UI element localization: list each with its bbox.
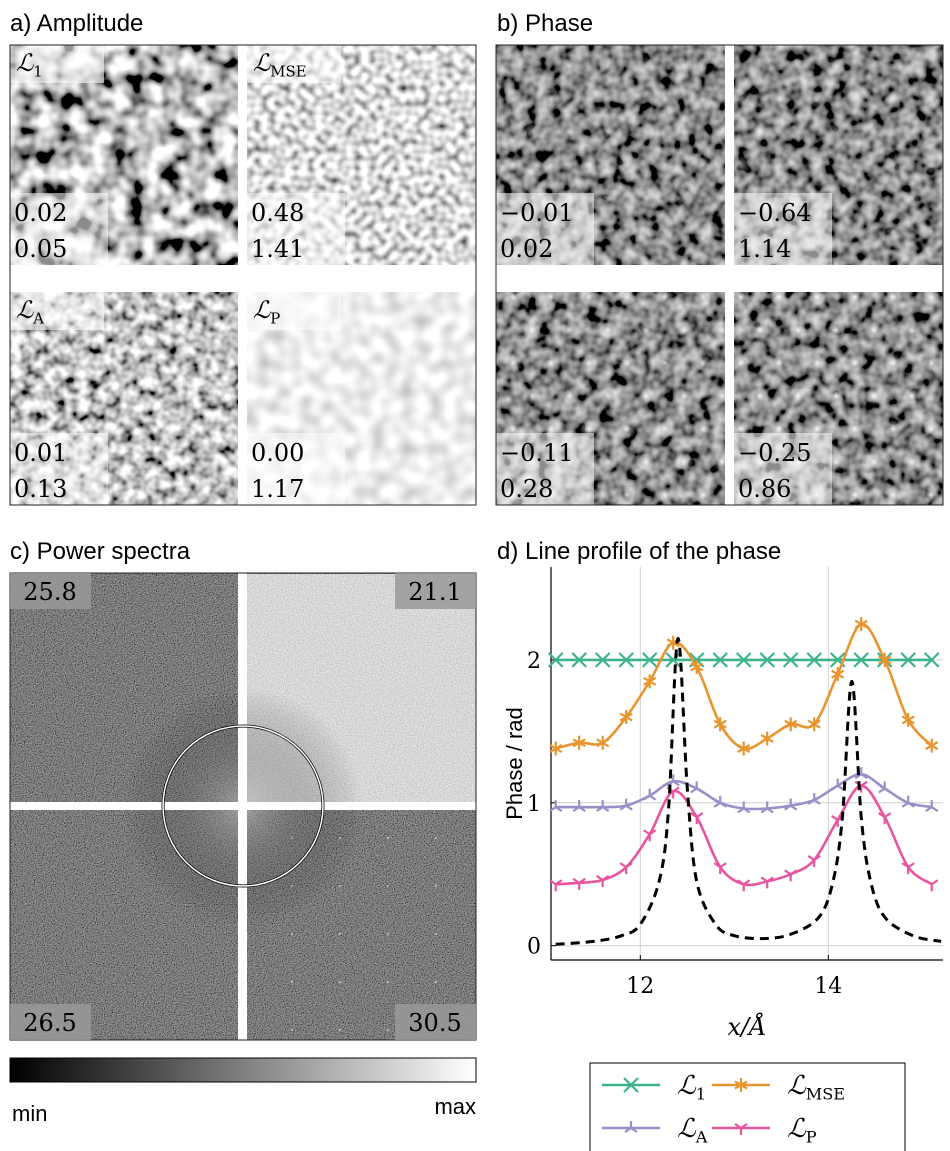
corner-value: 21.1: [408, 578, 461, 606]
y-tick-label: 2: [527, 649, 541, 674]
y-tick-label: 1: [527, 792, 541, 817]
data-point: [620, 863, 632, 874]
image-value: 0.02: [14, 199, 67, 227]
label-subscript: 1: [696, 1085, 706, 1104]
image-value: 1.41: [251, 235, 304, 263]
label-subscript: 1: [33, 62, 42, 80]
image-value: 0.00: [251, 439, 304, 467]
colorbar: [10, 1058, 476, 1082]
label-subscript: MSE: [806, 1085, 845, 1104]
data-point: [832, 667, 844, 681]
data-point: [573, 800, 585, 811]
label-symbol: ℒ: [677, 1114, 697, 1144]
series-line: [556, 624, 932, 749]
image-value: 0.28: [500, 475, 553, 503]
image-value: −0.11: [500, 439, 574, 467]
image-value: 1.17: [251, 475, 304, 503]
data-point: [597, 736, 609, 750]
image-value: 0.48: [251, 199, 304, 227]
colorbar-min: min: [12, 1101, 47, 1126]
image-value: −0.64: [738, 199, 812, 227]
colorbar-max: max: [434, 1094, 476, 1119]
label-subscript: P: [806, 1128, 817, 1147]
series-line: [556, 786, 932, 885]
figure-content: a) Amplitude b) Phase c) Power spectra d) L…: [10, 10, 943, 1151]
image-value: 0.86: [738, 475, 791, 503]
image-value: −0.01: [500, 199, 574, 227]
label-symbol: ℒ: [787, 1071, 807, 1101]
x-tick-label: 14: [814, 974, 842, 999]
series-line: [556, 638, 941, 944]
data-point: [926, 880, 938, 891]
y-axis-label: Phase / rad: [502, 707, 527, 820]
image-value: 0.01: [14, 439, 67, 467]
y-tick-label: 0: [527, 935, 541, 960]
data-point: [597, 800, 609, 811]
label-symbol: ℒ: [787, 1114, 807, 1144]
x-tick-label: 12: [626, 974, 654, 999]
corner-value: 25.8: [23, 578, 76, 606]
corner-value: 26.5: [23, 1009, 76, 1037]
label-symbol: ℒ: [677, 1071, 697, 1101]
panel-title: b) Phase: [497, 10, 593, 37]
label-subscript: P: [270, 309, 280, 327]
data-point: [761, 731, 773, 745]
image-value: 1.14: [738, 235, 791, 263]
figure: a) Amplitude b) Phase c) Power spectra d) L…: [0, 0, 950, 1151]
label-symbol: ℒ: [253, 49, 271, 77]
panel-title: c) Power spectra: [10, 538, 191, 565]
label-subscript: A: [695, 1128, 708, 1147]
panel-title: a) Amplitude: [10, 10, 143, 37]
label-subscript: A: [32, 309, 44, 327]
label-subscript: MSE: [270, 62, 306, 80]
image-value: 0.05: [14, 235, 67, 263]
image-value: 0.13: [14, 475, 67, 503]
panel-title: d) Line profile of the phase: [497, 538, 781, 565]
label-symbol: ℒ: [16, 296, 34, 324]
image-value: −0.25: [738, 439, 812, 467]
image-value: 0.02: [500, 235, 553, 263]
gap: [10, 802, 476, 810]
label-symbol: ℒ: [253, 296, 271, 324]
legend: [590, 1063, 905, 1151]
corner-value: 30.5: [408, 1009, 461, 1037]
x-axis-label: x/Å: [728, 1012, 767, 1041]
label-symbol: ℒ: [16, 49, 34, 77]
